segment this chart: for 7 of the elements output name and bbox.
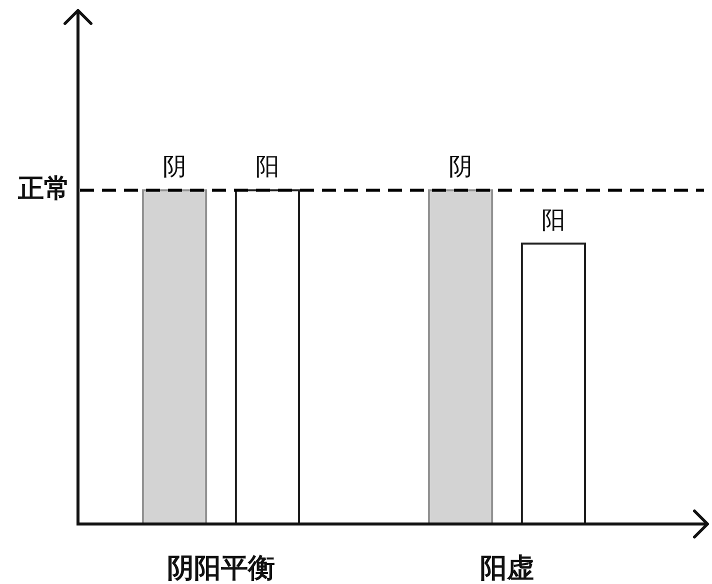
ref-line-label: 正常 [17,174,70,204]
series-label: 阴 [162,152,187,180]
series-label: 阳 [541,206,566,234]
x-tick-label: 阴阳平衡 [167,553,275,584]
text: 阳 [255,152,280,180]
x-tick-label: 阳虚 [480,553,534,584]
text: 阴 [448,152,473,180]
